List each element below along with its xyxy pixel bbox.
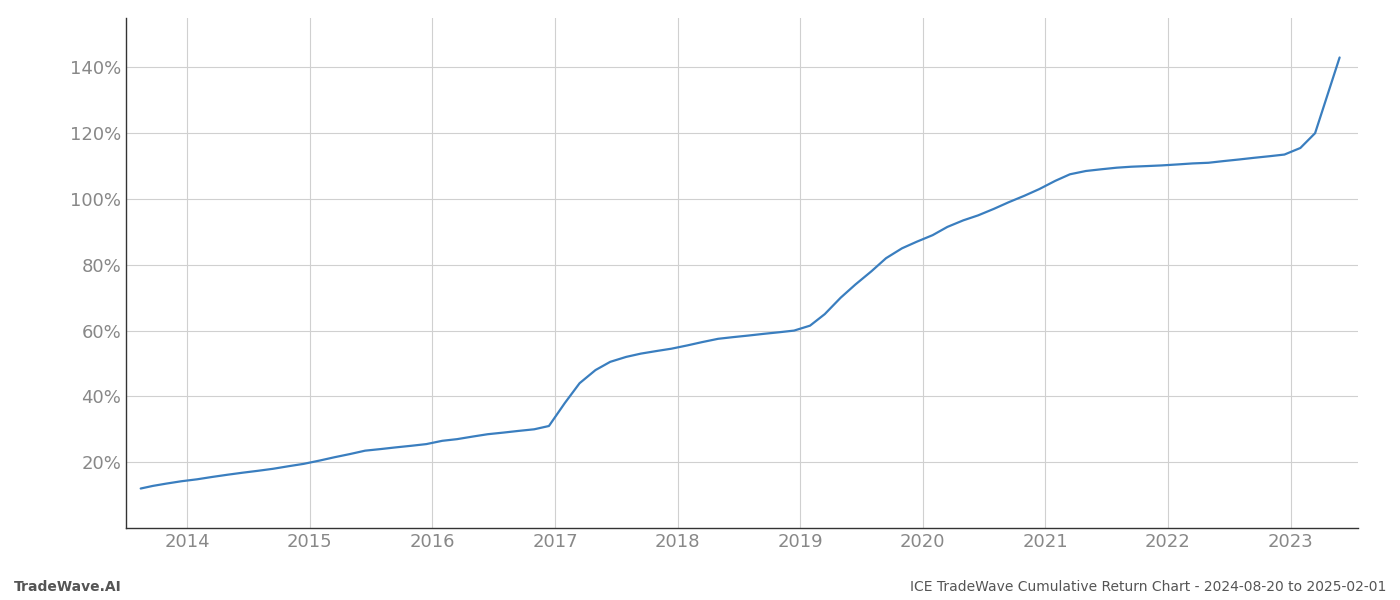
Text: ICE TradeWave Cumulative Return Chart - 2024-08-20 to 2025-02-01: ICE TradeWave Cumulative Return Chart - … bbox=[910, 580, 1386, 594]
Text: TradeWave.AI: TradeWave.AI bbox=[14, 580, 122, 594]
